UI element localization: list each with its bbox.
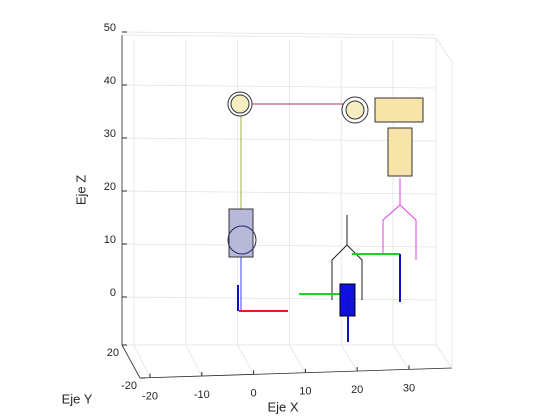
grid-line bbox=[121, 243, 437, 248]
grid-line bbox=[237, 344, 254, 375]
z-tick-label: 40 bbox=[104, 75, 116, 87]
x-tick-label: 30 bbox=[403, 382, 415, 394]
joint bbox=[345, 100, 365, 120]
y-axis-label: Eje Y bbox=[62, 391, 93, 406]
joint bbox=[227, 225, 257, 255]
grid-line bbox=[121, 190, 437, 195]
x-tick-label: 10 bbox=[299, 386, 311, 398]
grid-line bbox=[133, 344, 151, 378]
grid-line bbox=[121, 84, 437, 89]
joint bbox=[230, 94, 250, 114]
y-tick-label: -20 bbox=[121, 380, 137, 392]
grid-line bbox=[121, 31, 437, 36]
z-tick-label: 50 bbox=[104, 22, 116, 34]
z-tick-label: 20 bbox=[104, 181, 116, 193]
joint bbox=[387, 127, 413, 177]
x-tick-label: 0 bbox=[251, 387, 257, 399]
axes-box bbox=[121, 35, 453, 379]
grid-line bbox=[185, 344, 203, 377]
joint bbox=[374, 97, 424, 123]
y-axis-line bbox=[121, 344, 141, 379]
joint bbox=[228, 208, 254, 258]
gripper bbox=[331, 215, 363, 300]
x-axis-label: Eje X bbox=[267, 399, 298, 414]
y-tick-label: 20 bbox=[107, 347, 119, 359]
grid-line bbox=[340, 344, 358, 372]
gripper bbox=[382, 178, 417, 260]
z-tick-label: 30 bbox=[104, 128, 116, 140]
z-tick-label: 10 bbox=[104, 234, 116, 246]
z-tick-label: 0 bbox=[110, 287, 116, 299]
grid-line bbox=[289, 344, 306, 373]
grid-line bbox=[121, 296, 437, 301]
z-axis-label: Eje Z bbox=[73, 175, 88, 205]
grid-line bbox=[392, 344, 410, 370]
x-tick-label: -10 bbox=[194, 389, 210, 401]
ticks: 0 10 20 30 40 50 -20 -10 0 10 20 30 20 -20 bbox=[104, 22, 437, 403]
x-axis-line bbox=[139, 367, 453, 379]
back-box bbox=[121, 34, 453, 369]
x-tick-label: -20 bbox=[142, 391, 158, 403]
grid-line bbox=[121, 137, 437, 142]
x-tick-label: 20 bbox=[351, 384, 363, 396]
robot bbox=[227, 91, 424, 342]
